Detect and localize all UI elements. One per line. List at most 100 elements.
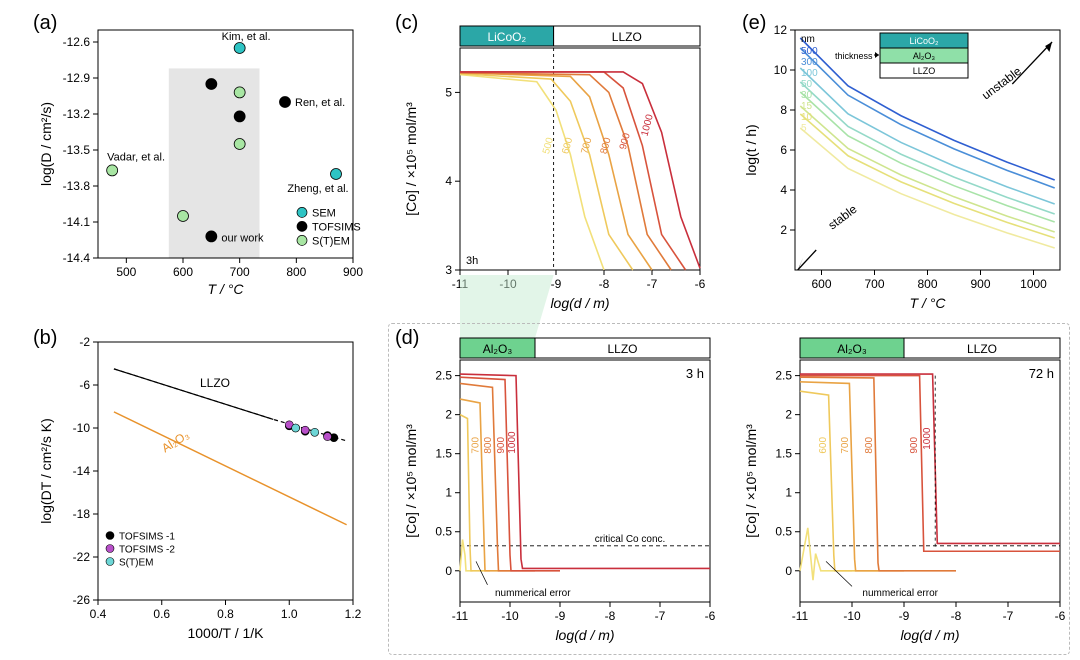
svg-text:0: 0 bbox=[445, 564, 452, 578]
svg-text:nm: nm bbox=[801, 34, 815, 45]
svg-text:1.2: 1.2 bbox=[345, 607, 362, 621]
svg-text:800: 800 bbox=[599, 136, 614, 155]
svg-text:unstable: unstable bbox=[979, 64, 1024, 103]
panel-d-left-chart: Al₂O₃LLZO-11-10-9-8-7-600.511.522.5log(d… bbox=[400, 330, 720, 650]
svg-text:10: 10 bbox=[774, 63, 788, 77]
svg-text:15: 15 bbox=[801, 101, 813, 112]
panel-b: 0.40.60.81.01.2-26-22-18-14-10-6-21000/T… bbox=[33, 330, 363, 650]
svg-text:-12.6: -12.6 bbox=[63, 35, 91, 49]
svg-text:1.5: 1.5 bbox=[435, 447, 452, 461]
svg-text:Al₂O₃: Al₂O₃ bbox=[837, 342, 867, 356]
svg-text:-18: -18 bbox=[73, 507, 91, 521]
svg-text:600: 600 bbox=[560, 136, 575, 155]
panel-a: 500600700800900-14.4-14.1-13.8-13.5-13.2… bbox=[33, 18, 363, 308]
svg-text:-10: -10 bbox=[73, 421, 91, 435]
svg-text:50: 50 bbox=[801, 79, 813, 90]
svg-text:300: 300 bbox=[801, 57, 818, 68]
svg-text:log(t / h): log(t / h) bbox=[743, 124, 759, 175]
svg-text:-9: -9 bbox=[555, 609, 566, 623]
svg-text:900: 900 bbox=[618, 132, 633, 151]
svg-text:nummerical error: nummerical error bbox=[495, 588, 571, 599]
svg-text:our work: our work bbox=[221, 232, 264, 244]
svg-text:LLZO: LLZO bbox=[607, 342, 637, 356]
svg-text:-6: -6 bbox=[1055, 609, 1066, 623]
svg-text:critical Co conc.: critical Co conc. bbox=[595, 534, 666, 545]
svg-text:Zheng, et al.: Zheng, et al. bbox=[287, 183, 348, 195]
svg-text:500: 500 bbox=[801, 46, 818, 57]
svg-text:T / °C: T / °C bbox=[208, 281, 245, 297]
svg-text:10: 10 bbox=[801, 112, 813, 123]
svg-text:900: 900 bbox=[496, 437, 507, 454]
svg-text:4: 4 bbox=[445, 174, 452, 188]
svg-text:900: 900 bbox=[970, 277, 990, 291]
svg-text:100: 100 bbox=[801, 68, 818, 79]
svg-text:thickness: thickness bbox=[835, 51, 873, 61]
svg-text:0.8: 0.8 bbox=[217, 607, 234, 621]
svg-text:LLZO: LLZO bbox=[913, 66, 936, 76]
svg-text:600: 600 bbox=[173, 265, 193, 279]
svg-text:LLZO: LLZO bbox=[612, 30, 642, 44]
svg-text:6: 6 bbox=[780, 143, 787, 157]
svg-text:-8: -8 bbox=[951, 609, 962, 623]
svg-text:500: 500 bbox=[116, 265, 136, 279]
svg-text:1000: 1000 bbox=[922, 427, 933, 450]
svg-text:-13.5: -13.5 bbox=[63, 143, 91, 157]
svg-text:-10: -10 bbox=[501, 609, 519, 623]
svg-text:800: 800 bbox=[483, 437, 494, 454]
svg-text:600: 600 bbox=[818, 437, 829, 454]
panel-c: LiCoO₂LLZO-11-10-9-8-7-6345log(d / m)[Co… bbox=[400, 18, 710, 318]
svg-text:-26: -26 bbox=[73, 593, 91, 607]
svg-text:-9: -9 bbox=[899, 609, 910, 623]
svg-text:-13.8: -13.8 bbox=[63, 179, 91, 193]
svg-text:1000/T / 1/K: 1000/T / 1/K bbox=[187, 625, 264, 641]
svg-text:0: 0 bbox=[785, 564, 792, 578]
svg-text:0.6: 0.6 bbox=[153, 607, 170, 621]
svg-text:1000: 1000 bbox=[1020, 277, 1047, 291]
svg-text:[Co] / ×10⁵ mol/m³: [Co] / ×10⁵ mol/m³ bbox=[743, 424, 759, 538]
panel-d-right-chart: Al₂O₃LLZO-11-10-9-8-7-600.511.522.5log(d… bbox=[740, 330, 1070, 650]
svg-text:S(T)EM: S(T)EM bbox=[119, 558, 153, 569]
panel-a-chart: 500600700800900-14.4-14.1-13.8-13.5-13.2… bbox=[33, 18, 363, 308]
svg-text:TOFSIMS: TOFSIMS bbox=[312, 221, 361, 233]
svg-text:Al₂O₃: Al₂O₃ bbox=[483, 342, 513, 356]
svg-text:-6: -6 bbox=[79, 378, 90, 392]
svg-text:12: 12 bbox=[774, 23, 788, 37]
svg-text:LLZO: LLZO bbox=[967, 342, 997, 356]
svg-text:700: 700 bbox=[864, 277, 884, 291]
svg-text:-8: -8 bbox=[605, 609, 616, 623]
panel-c-chart: LiCoO₂LLZO-11-10-9-8-7-6345log(d / m)[Co… bbox=[400, 18, 710, 318]
svg-text:700: 700 bbox=[579, 136, 594, 155]
svg-text:900: 900 bbox=[909, 437, 920, 454]
svg-text:2.5: 2.5 bbox=[775, 369, 792, 383]
svg-text:LiCoO₂: LiCoO₂ bbox=[487, 30, 526, 44]
svg-text:log(DT / cm²/s K): log(DT / cm²/s K) bbox=[38, 418, 54, 524]
svg-text:T / °C: T / °C bbox=[910, 295, 947, 311]
svg-text:1000: 1000 bbox=[507, 431, 518, 454]
svg-text:nummerical error: nummerical error bbox=[862, 588, 938, 599]
svg-text:700: 700 bbox=[471, 437, 482, 454]
panel-e: 600700800900100024681012T / °Clog(t / h)… bbox=[740, 18, 1070, 318]
svg-text:1.0: 1.0 bbox=[281, 607, 298, 621]
svg-text:-14.4: -14.4 bbox=[63, 251, 91, 265]
figure-root: (a) (b) (c) (d) (e) 500600700800900-14.4… bbox=[0, 0, 1080, 660]
svg-text:700: 700 bbox=[840, 437, 851, 454]
svg-text:-2: -2 bbox=[79, 335, 90, 349]
svg-text:5: 5 bbox=[445, 85, 452, 99]
svg-text:0.5: 0.5 bbox=[435, 525, 452, 539]
svg-text:Al₂O₃: Al₂O₃ bbox=[159, 428, 192, 456]
svg-text:2: 2 bbox=[780, 223, 787, 237]
svg-text:5: 5 bbox=[801, 123, 807, 134]
panel-e-chart: 600700800900100024681012T / °Clog(t / h)… bbox=[740, 18, 1070, 318]
svg-text:-11: -11 bbox=[792, 609, 809, 623]
svg-text:800: 800 bbox=[917, 277, 937, 291]
svg-text:1: 1 bbox=[445, 486, 452, 500]
svg-text:Al₂O₃: Al₂O₃ bbox=[913, 51, 935, 61]
svg-text:3h: 3h bbox=[466, 255, 478, 267]
svg-text:TOFSIMS -2: TOFSIMS -2 bbox=[119, 545, 175, 556]
svg-text:72 h: 72 h bbox=[1029, 366, 1054, 381]
svg-text:-7: -7 bbox=[655, 609, 666, 623]
svg-text:log(d / m): log(d / m) bbox=[900, 627, 959, 643]
svg-text:2: 2 bbox=[785, 408, 792, 422]
svg-text:8: 8 bbox=[780, 103, 787, 117]
svg-text:3 h: 3 h bbox=[686, 366, 704, 381]
